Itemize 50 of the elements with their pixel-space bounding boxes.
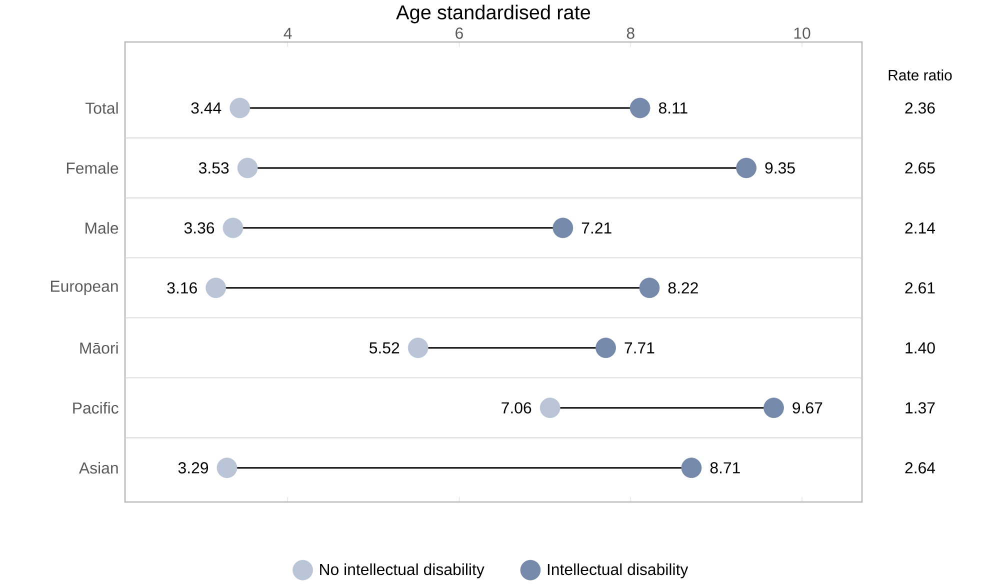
data-label: 9.67	[792, 402, 822, 414]
text: Rate ratio	[888, 70, 952, 80]
y-tick-label: Māori	[80, 342, 118, 354]
point	[237, 158, 258, 178]
x-axis-title: Age standardised rate	[396, 4, 590, 24]
point	[216, 458, 238, 478]
data-label: 5.52	[370, 342, 400, 354]
data-label: 8.71	[710, 462, 740, 474]
data-label: 8.22	[668, 282, 698, 294]
y-tick-label: Pacific	[73, 402, 118, 414]
legend-label: No intellectual disability	[320, 563, 484, 578]
text: 2.65	[905, 162, 935, 174]
point	[222, 218, 244, 238]
point	[552, 218, 574, 238]
point	[230, 98, 250, 118]
data-label: 7.71	[624, 342, 654, 354]
y-tick-label: European	[50, 280, 118, 296]
x-tick-label: 4	[284, 28, 292, 39]
data-label: 7.06	[502, 402, 532, 414]
data-label: 8.11	[658, 102, 688, 114]
point	[596, 338, 616, 358]
y-tick-label: Asian	[78, 462, 118, 474]
data-label: 3.29	[178, 462, 208, 474]
text: 1.40	[906, 342, 935, 354]
point	[206, 278, 226, 298]
data-label: 9.35	[765, 162, 795, 174]
point	[736, 158, 757, 178]
text: 2.36	[905, 102, 935, 114]
y-tick-label: Female	[66, 162, 118, 174]
point	[681, 458, 702, 478]
point	[630, 98, 650, 118]
text: 2.61	[905, 282, 935, 294]
x-tick-label: 8	[626, 28, 634, 39]
x-tick-label: 6	[456, 28, 463, 39]
legend-label: Intellectual disability	[548, 563, 688, 578]
text: 1.37	[906, 402, 935, 414]
data-label: 3.53	[198, 162, 229, 174]
data-label: 7.21	[582, 222, 612, 234]
point	[639, 278, 660, 298]
point	[540, 398, 560, 418]
text: 2.14	[905, 222, 936, 234]
data-label: 3.16	[167, 282, 197, 294]
y-tick-label: Male	[86, 222, 118, 234]
y-tick-label: Total	[86, 102, 118, 114]
x-tick-label: 10	[794, 28, 810, 39]
data-label: 3.36	[184, 222, 214, 234]
text: 2.64	[905, 462, 936, 474]
data-label: 3.44	[191, 102, 222, 114]
point	[764, 398, 784, 418]
point	[408, 338, 428, 358]
